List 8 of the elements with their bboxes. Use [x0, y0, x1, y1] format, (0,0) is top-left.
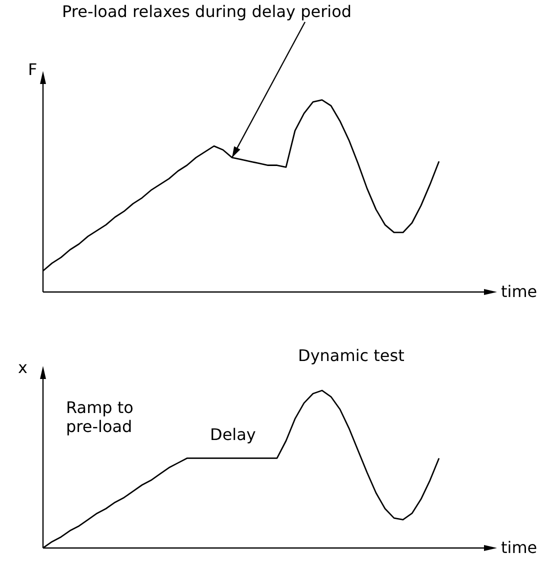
y-axis-title: F	[28, 60, 38, 80]
annotation: Delay	[210, 425, 256, 444]
annotation: Ramp to pre-load	[66, 398, 134, 436]
text: Dynamic test	[298, 346, 404, 366]
text: Pre-load relaxes during delay period	[62, 2, 352, 22]
x-axis-title: time	[501, 282, 538, 302]
x-axis-title: time	[501, 538, 538, 558]
y-axis-title: x	[18, 358, 28, 378]
